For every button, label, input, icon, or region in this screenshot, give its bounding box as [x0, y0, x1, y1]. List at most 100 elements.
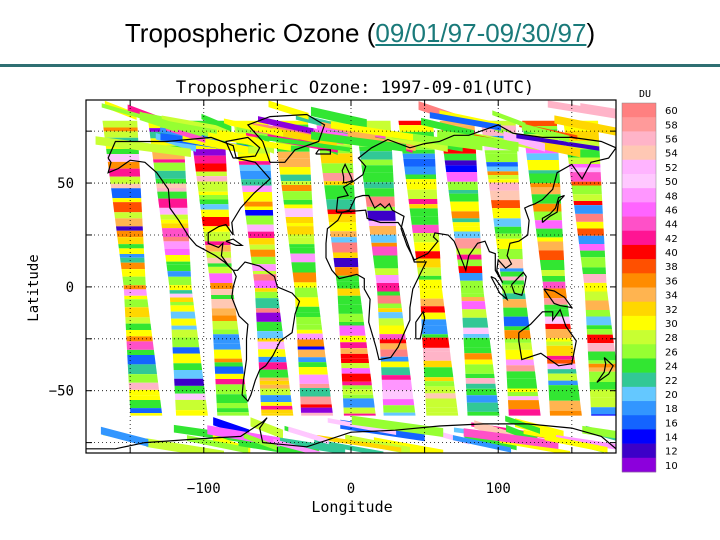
ozone-cell [376, 283, 400, 292]
ozone-cell [454, 238, 481, 249]
ozone-cell [292, 272, 317, 283]
ozone-cell [417, 267, 442, 276]
ozone-cell [504, 338, 532, 343]
ozone-cell [258, 116, 314, 135]
ozone-cell [378, 325, 406, 335]
ozone-cell [194, 163, 227, 172]
ozone-cell [114, 212, 143, 219]
ozone-cell [379, 339, 407, 344]
date-range-link[interactable]: 09/01/97-09/30/97 [375, 18, 587, 48]
ozone-cell [526, 153, 559, 161]
ozone-cell [114, 218, 143, 227]
ozone-cell [335, 275, 360, 282]
ozone-cell [119, 254, 145, 258]
ozone-cell [548, 392, 580, 401]
x-axis-label: Longitude [311, 498, 392, 516]
ozone-cell [378, 318, 404, 326]
ozone-cell [405, 178, 437, 183]
ozone-cell [576, 221, 604, 229]
ozone-cell [351, 415, 444, 438]
ozone-cell [542, 281, 566, 289]
ozone-cell [317, 435, 402, 452]
ozone-cell [590, 407, 616, 415]
ozone-cell [295, 312, 321, 317]
ozone-cell [124, 299, 149, 308]
ozone-cell [360, 159, 393, 166]
ozone-cell [409, 204, 438, 209]
coastline-australia [518, 308, 577, 367]
ozone-cell [247, 231, 275, 239]
ozone-cell [549, 400, 582, 411]
colorbar-label: 54 [665, 149, 678, 160]
ozone-cell [573, 200, 603, 206]
ozone-cell [463, 327, 489, 334]
ozone-cell [173, 363, 203, 370]
colorbar-swatch [622, 443, 656, 459]
ozone-cell [170, 311, 196, 319]
ozone-cell [171, 318, 197, 326]
ozone-cell [547, 100, 616, 119]
ozone-cell [452, 222, 480, 227]
ozone-cell [129, 389, 160, 396]
ozone-cell [213, 349, 242, 359]
ozone-cell [464, 359, 493, 365]
colorbar-swatch [622, 330, 656, 345]
ozone-cell [171, 329, 198, 338]
ozone-cell [239, 164, 271, 171]
ozone-cell [164, 248, 190, 256]
ozone-cell [172, 353, 202, 364]
colorbar-swatch [622, 145, 656, 161]
ozone-cell [300, 396, 332, 405]
ozone-cell [445, 165, 478, 173]
ozone-cell [377, 295, 402, 304]
ozone-cell [505, 342, 533, 350]
ozone-cell [102, 120, 138, 128]
ozone-cell [369, 225, 397, 235]
ozone-cell [536, 237, 564, 242]
colorbar-label: 14 [665, 433, 678, 444]
x-tick-label: −100 [187, 481, 221, 497]
ozone-cell [405, 174, 437, 179]
ozone-cell [208, 273, 233, 284]
ozone-cell [159, 207, 188, 215]
coastline-baffin [225, 136, 261, 159]
ozone-cell [500, 276, 524, 281]
ozone-cell [528, 170, 560, 174]
ozone-cell [214, 362, 243, 367]
ozone-cell [368, 220, 396, 226]
ozone-cell [582, 425, 616, 439]
ozone-cell [167, 271, 191, 277]
ozone-cell [280, 174, 312, 182]
ozone-cell [129, 400, 162, 409]
ozone-cell [547, 373, 578, 381]
ozone-cell [216, 403, 249, 409]
ozone-cell [320, 153, 353, 164]
ozone-cell [420, 298, 445, 307]
ozone-cell [466, 402, 499, 412]
ozone-cell [314, 439, 384, 453]
ozone-cell [294, 287, 318, 298]
ozone-cell [279, 167, 311, 175]
ozone-cell [215, 373, 245, 379]
colorbar-label: 32 [665, 305, 678, 316]
ozone-cell [371, 246, 398, 256]
ozone-cell [339, 325, 366, 336]
ozone-cell [341, 362, 370, 369]
ozone-cell [448, 193, 479, 202]
ozone-cell [549, 410, 582, 416]
ozone-cell [259, 377, 289, 381]
ozone-cell [413, 242, 440, 252]
ozone-cell [460, 280, 483, 285]
ozone-cell [200, 209, 230, 218]
ozone-cell [585, 300, 610, 311]
ozone-cell [172, 337, 200, 348]
colorbar-swatch [622, 159, 656, 175]
ozone-cell [166, 264, 191, 272]
ozone-cell [242, 191, 273, 202]
ozone-cell [462, 309, 487, 318]
ozone-cell [156, 183, 187, 188]
ozone-cell [586, 325, 613, 329]
ozone-cell [449, 201, 480, 212]
ozone-cell [342, 394, 374, 399]
ozone-cell [464, 347, 492, 354]
